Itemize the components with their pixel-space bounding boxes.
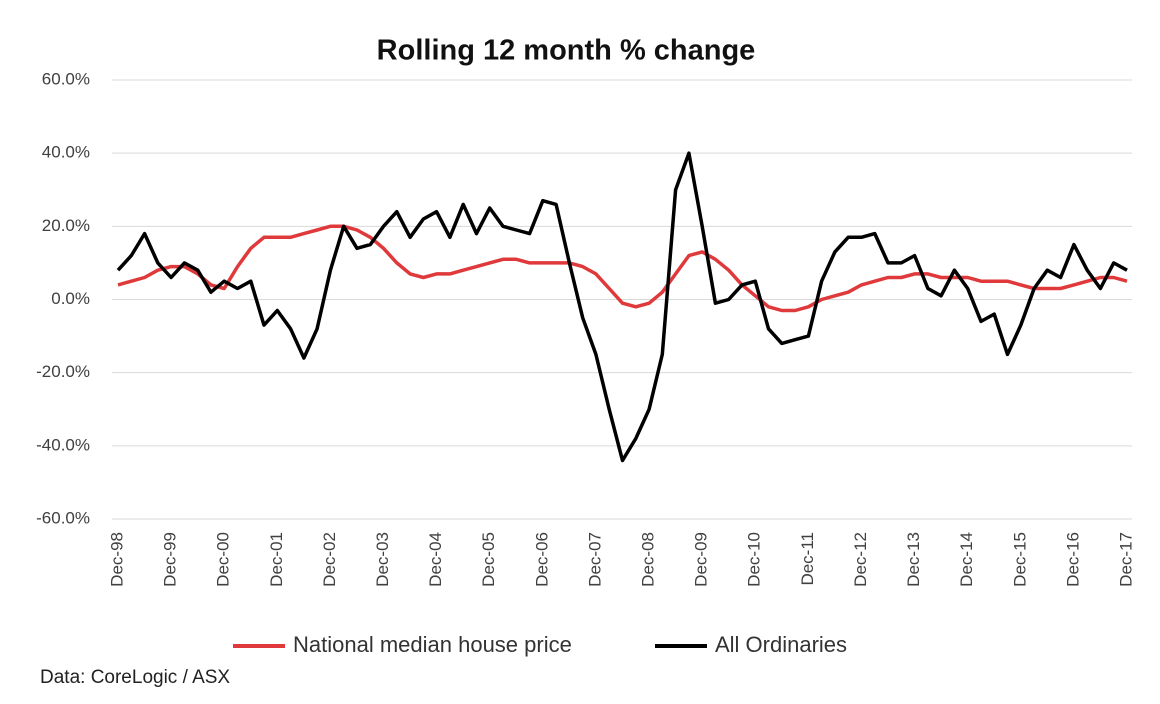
x-tick-label: Dec-17 xyxy=(1116,532,1135,587)
x-tick-label: Dec-01 xyxy=(267,532,286,587)
y-tick-label: 40.0% xyxy=(42,143,90,162)
source-note: Data: CoreLogic / ASX xyxy=(40,667,230,688)
x-tick-label: Dec-15 xyxy=(1010,532,1029,587)
legend-label: National median house price xyxy=(293,632,572,657)
x-tick-label: Dec-98 xyxy=(107,532,126,587)
y-tick-label: -20.0% xyxy=(36,362,90,381)
y-tick-label: 60.0% xyxy=(42,69,90,88)
x-tick-label: Dec-02 xyxy=(320,532,339,587)
x-tick-label: Dec-06 xyxy=(532,532,551,587)
x-tick-label: Dec-13 xyxy=(904,532,923,587)
x-tick-label: Dec-12 xyxy=(851,532,870,587)
x-tick-label: Dec-03 xyxy=(373,532,392,587)
x-tick-label: Dec-07 xyxy=(585,532,604,587)
x-tick-label: Dec-99 xyxy=(161,532,180,587)
y-tick-label: -40.0% xyxy=(36,435,90,454)
x-tick-label: Dec-14 xyxy=(957,532,976,587)
x-tick-label: Dec-09 xyxy=(692,532,711,587)
y-tick-label: 0.0% xyxy=(51,289,90,308)
series-line xyxy=(116,151,1128,463)
chart-title: Rolling 12 month % change xyxy=(377,35,756,67)
legend-label: All Ordinaries xyxy=(715,632,847,657)
y-tick-label: 20.0% xyxy=(42,216,90,235)
x-tick-label: Dec-11 xyxy=(798,532,817,586)
x-tick-label: Dec-00 xyxy=(214,532,233,587)
y-tick-label: -60.0% xyxy=(36,508,90,527)
x-tick-label: Dec-16 xyxy=(1063,532,1082,587)
x-tick-label: Dec-10 xyxy=(745,532,764,587)
x-tick-label: Dec-04 xyxy=(426,532,445,587)
x-tick-label: Dec-05 xyxy=(479,532,498,587)
x-tick-label: Dec-08 xyxy=(639,532,658,587)
